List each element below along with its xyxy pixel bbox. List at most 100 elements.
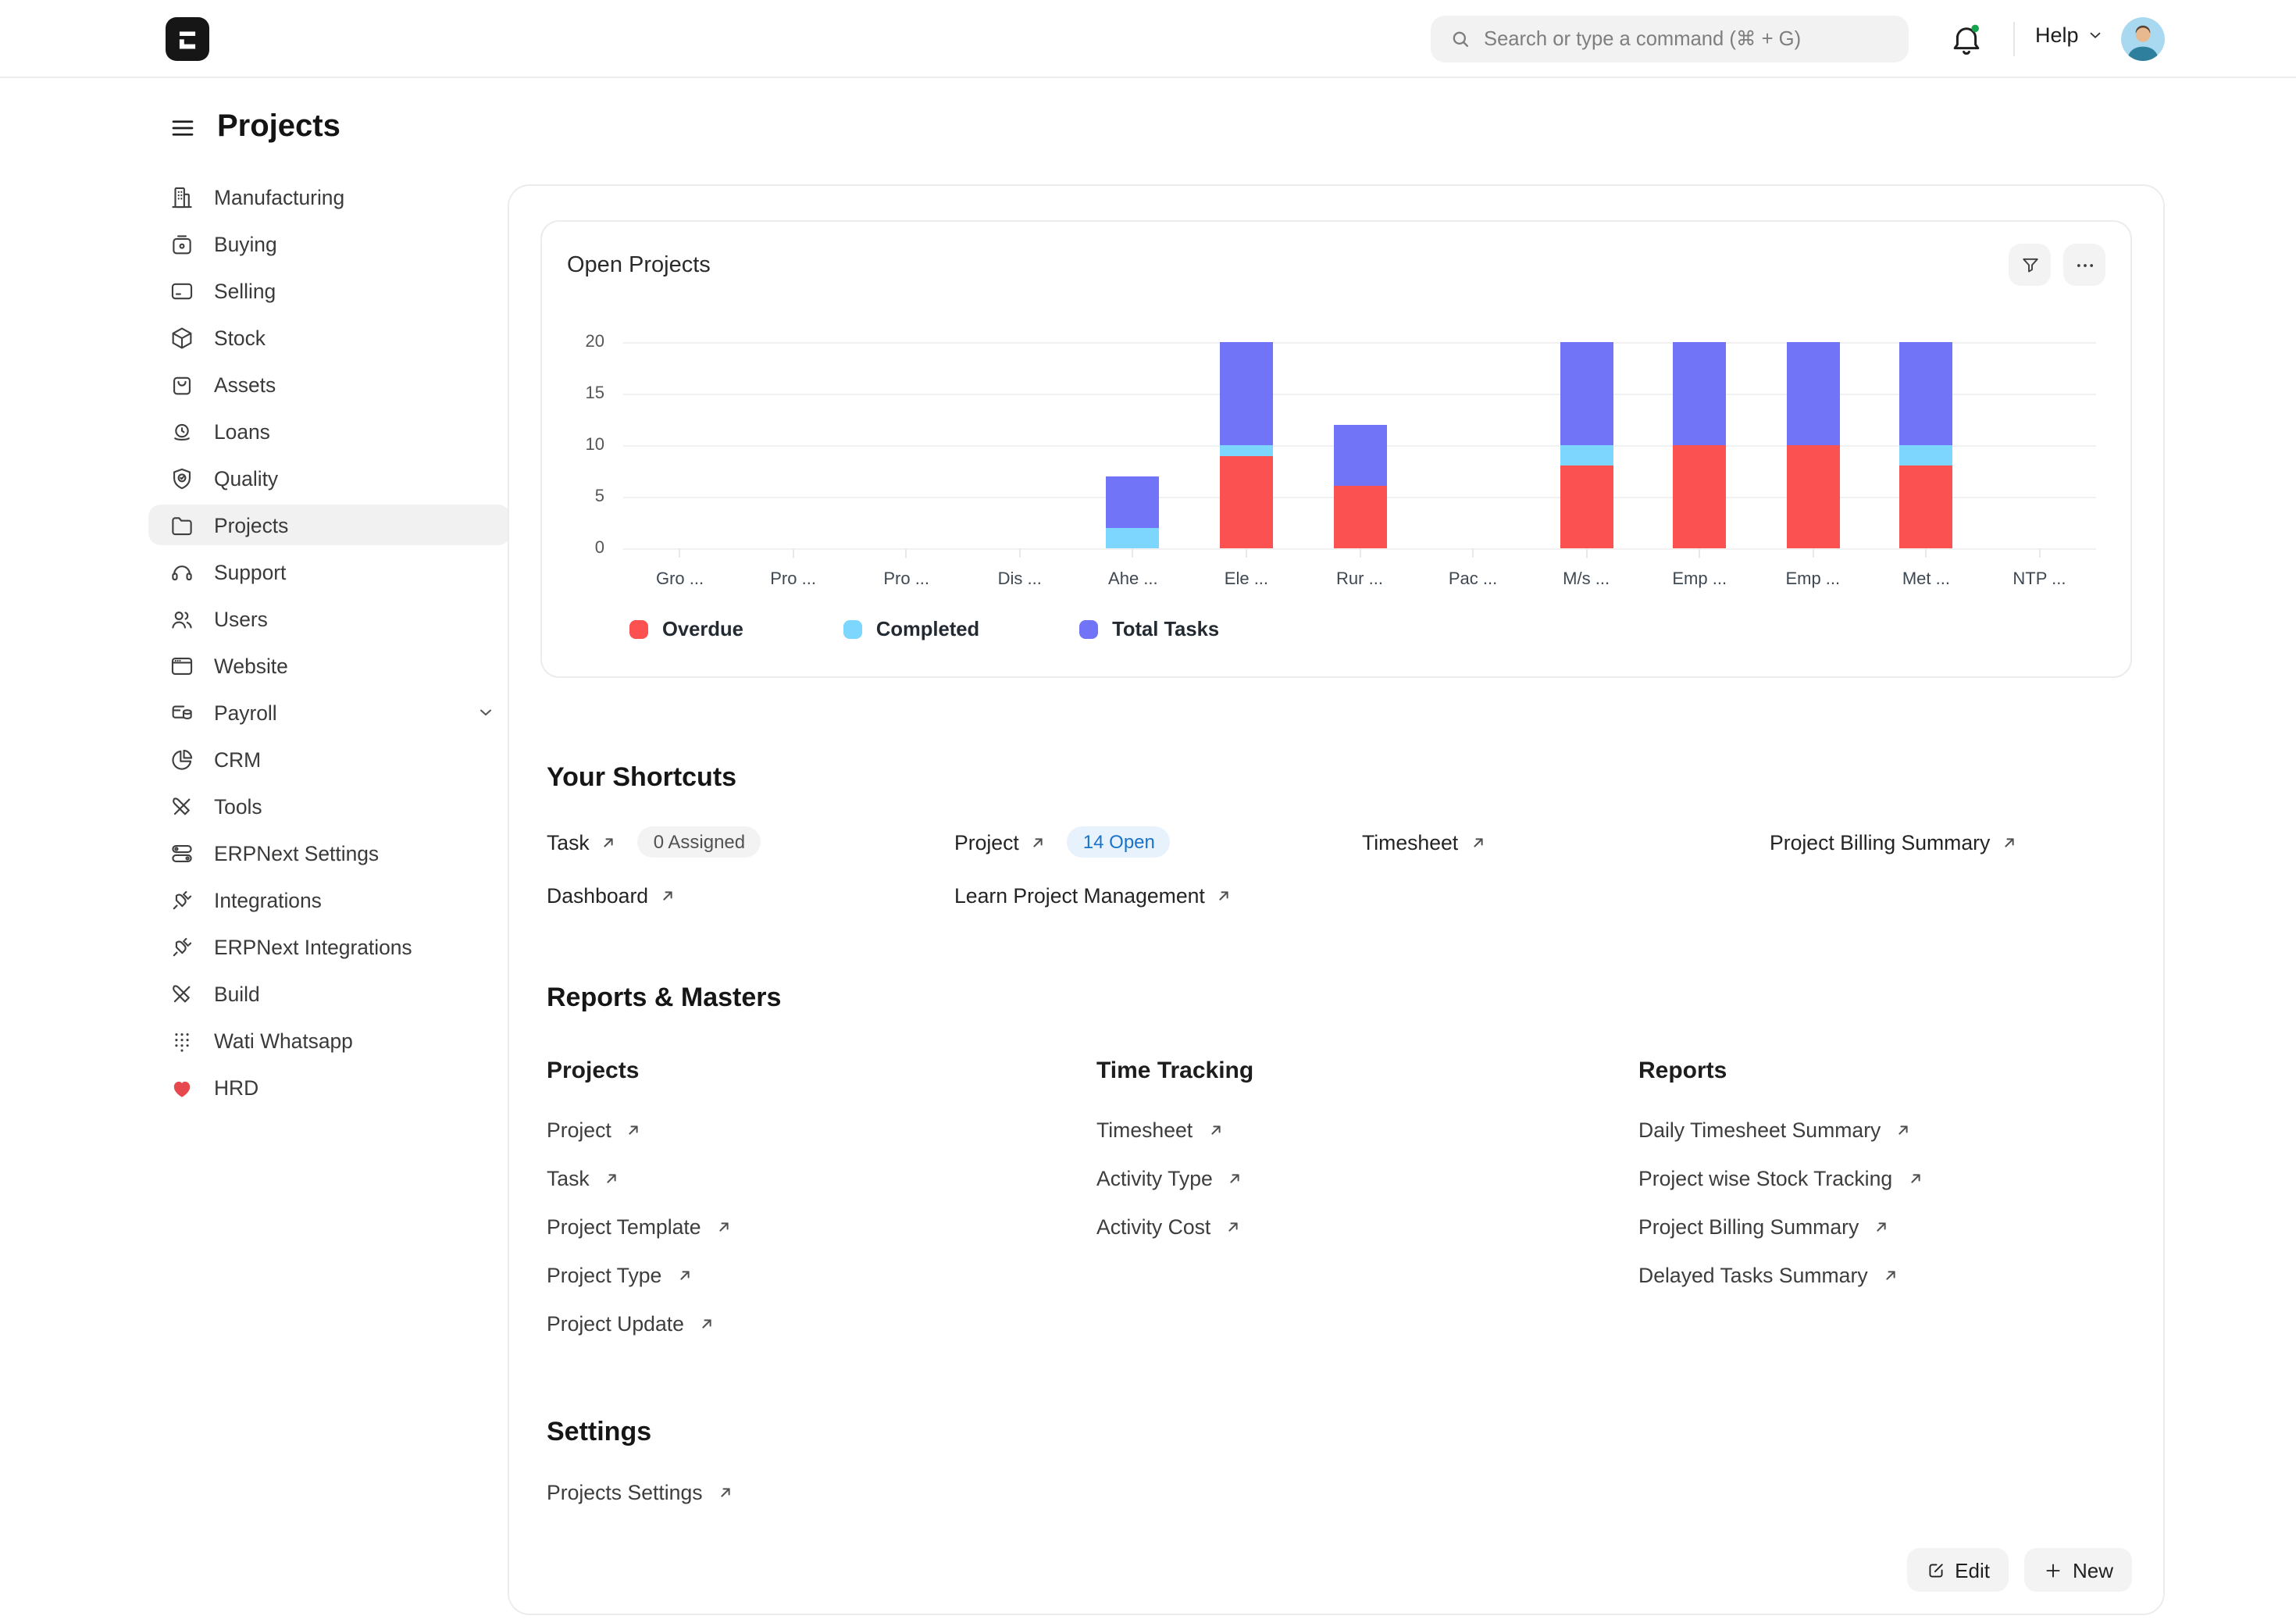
link-daily-timesheet-summary[interactable]: Daily Timesheet Summary — [1638, 1118, 1912, 1142]
bar-segment-total-tasks — [1333, 424, 1386, 487]
legend-item-completed: Completed — [843, 617, 979, 640]
buying-bag-icon — [173, 234, 191, 254]
edit-button[interactable]: Edit — [1906, 1548, 2009, 1592]
shortcut-label: Dashboard — [547, 884, 649, 908]
link-activity-type[interactable]: Activity Type — [1096, 1167, 1244, 1190]
sidebar-item-build[interactable]: Build — [148, 973, 511, 1014]
bar-segment-overdue — [1673, 445, 1727, 548]
legend-item-overdue: Overdue — [629, 617, 743, 640]
bar-met — [1899, 342, 1953, 548]
arrow-up-right-icon — [679, 1271, 689, 1280]
bar-segment-completed — [1560, 445, 1613, 466]
link-activity-cost[interactable]: Activity Cost — [1096, 1215, 1242, 1239]
sidebar-item-hrd[interactable]: HRD — [148, 1067, 511, 1108]
settings-section: Settings Projects Settings — [540, 1417, 2132, 1504]
sidebar-item-buying[interactable]: Buying — [148, 223, 511, 264]
hamburger-icon — [172, 119, 194, 135]
sidebar-item-users[interactable]: Users — [148, 598, 511, 639]
sidebar-item-integrations[interactable]: Integrations — [148, 879, 511, 920]
link-project-template[interactable]: Project Template — [547, 1215, 733, 1239]
sidebar-item-loans[interactable]: Loans — [148, 411, 511, 451]
arrow-up-right-icon — [663, 891, 672, 901]
avatar-image — [2121, 17, 2165, 61]
column-reports: Reports Daily Timesheet Summary Project wi… — [1638, 1058, 2132, 1361]
notifications-button[interactable] — [1948, 20, 1985, 58]
shortcut-badge: 0 Assigned — [637, 826, 761, 858]
sidebar-item-erpnext-integrations[interactable]: ERPNext Integrations — [148, 926, 511, 967]
bar-segment-overdue — [1899, 465, 1953, 548]
reports-masters-heading: Reports & Masters — [547, 983, 782, 1012]
search-input[interactable]: Search or type a command (⌘ + G) — [1431, 16, 1909, 62]
link-label: Daily Timesheet Summary — [1638, 1118, 1881, 1142]
sidebar-item-projects[interactable]: Projects — [148, 505, 511, 545]
sidebar-item-stock[interactable]: Stock — [148, 317, 511, 358]
link-project-update[interactable]: Project Update — [547, 1312, 715, 1336]
shortcut-label: Timesheet — [1362, 830, 1459, 854]
payroll-expand-chevron[interactable] — [476, 703, 495, 722]
notification-dot — [1971, 24, 1979, 33]
sidebar-item-erpnext-settings[interactable]: ERPNext Settings — [148, 833, 511, 873]
link-project-type[interactable]: Project Type — [547, 1264, 693, 1287]
link-project-billing-summary[interactable]: Project Billing Summary — [1638, 1215, 1890, 1239]
legend-swatch — [1079, 619, 1099, 638]
shortcut-learn-project-management[interactable]: Learn Project Management — [954, 884, 1233, 908]
link-timesheet[interactable]: Timesheet — [1096, 1118, 1224, 1142]
sidebar-item-label: Loans — [214, 419, 270, 443]
sidebar-item-support[interactable]: Support — [148, 551, 511, 592]
column-projects: Projects Project Task Project Template Proje… — [547, 1058, 1096, 1361]
link-project-wise-stock-tracking[interactable]: Project wise Stock Tracking — [1638, 1167, 1923, 1190]
y-axis-tick-label: 0 — [594, 539, 604, 558]
help-menu[interactable]: Help — [2035, 23, 2104, 47]
x-axis-label: Pro ... — [883, 570, 930, 589]
sidebar-item-quality[interactable]: Quality — [148, 458, 511, 498]
tools-icon — [173, 797, 191, 815]
chart-filter-button[interactable] — [2009, 244, 2051, 286]
link-delayed-tasks-summary[interactable]: Delayed Tasks Summary — [1638, 1264, 1899, 1287]
sidebar-item-label: CRM — [214, 747, 262, 771]
arrow-up-right-icon — [720, 1488, 730, 1497]
legend-label: Total Tasks — [1112, 617, 1220, 640]
sidebar-item-payroll[interactable]: Payroll — [148, 692, 511, 733]
workspace-card: Open Projects 0 5 10 15 20 Gro ... Pro . — [508, 184, 2165, 1615]
loans-icon — [174, 423, 190, 440]
link-label: Project — [547, 1118, 611, 1142]
sidebar-item-wati-whatsapp[interactable]: Wati Whatsapp — [148, 1020, 511, 1061]
link-projects-settings[interactable]: Projects Settings — [547, 1481, 734, 1504]
x-axis-label: NTP ... — [2013, 570, 2066, 589]
arrow-up-right-icon — [604, 837, 614, 847]
sidebar-item-manufacturing[interactable]: Manufacturing — [148, 177, 511, 217]
y-axis-tick-label: 15 — [585, 384, 605, 403]
y-axis-tick-label: 20 — [585, 333, 605, 351]
edit-button-label: Edit — [1955, 1558, 1990, 1582]
shortcut-timesheet[interactable]: Timesheet — [1362, 826, 1486, 858]
bar-ele — [1219, 342, 1273, 548]
shortcut-project[interactable]: Project 14 Open — [954, 826, 1171, 858]
shortcut-dashboard[interactable]: Dashboard — [547, 884, 676, 908]
link-task[interactable]: Task — [547, 1167, 621, 1190]
x-axis-label: Pro ... — [770, 570, 816, 589]
sidebar-item-label: Selling — [214, 279, 276, 302]
sidebar-item-label: Assets — [214, 373, 276, 396]
legend-swatch — [629, 619, 648, 638]
sidebar-item-assets[interactable]: Assets — [148, 364, 511, 405]
sidebar-item-selling[interactable]: Selling — [148, 270, 511, 311]
sidebar-item-website[interactable]: Website — [148, 645, 511, 686]
shortcut-task[interactable]: Task 0 Assigned — [547, 826, 761, 858]
sidebar-item-crm[interactable]: CRM — [148, 739, 511, 779]
shortcut-project-billing-summary[interactable]: Project Billing Summary — [1770, 826, 2018, 858]
chart-plot: 0 5 10 15 20 Gro ... Pro ... Pro ... Dis ... Ahe … — [586, 333, 2096, 589]
x-axis-tick — [1472, 548, 1474, 558]
user-avatar[interactable] — [2121, 17, 2165, 61]
link-project[interactable]: Project — [547, 1118, 643, 1142]
help-label: Help — [2035, 23, 2079, 47]
sidebar-toggle-button[interactable] — [169, 113, 197, 141]
sidebar-item-label: Tools — [214, 794, 262, 818]
chart-more-button[interactable] — [2063, 244, 2105, 286]
legend-item-total-tasks: Total Tasks — [1079, 617, 1219, 640]
shortcuts-section: Your Shortcuts Task 0 Assigned Project 14 O… — [540, 762, 2132, 908]
sidebar-item-tools[interactable]: Tools — [148, 786, 511, 826]
bar-segment-overdue — [1333, 486, 1386, 548]
sidebar-item-label: Website — [214, 654, 288, 677]
app-logo[interactable] — [166, 17, 209, 61]
new-button[interactable]: New — [2023, 1548, 2132, 1592]
